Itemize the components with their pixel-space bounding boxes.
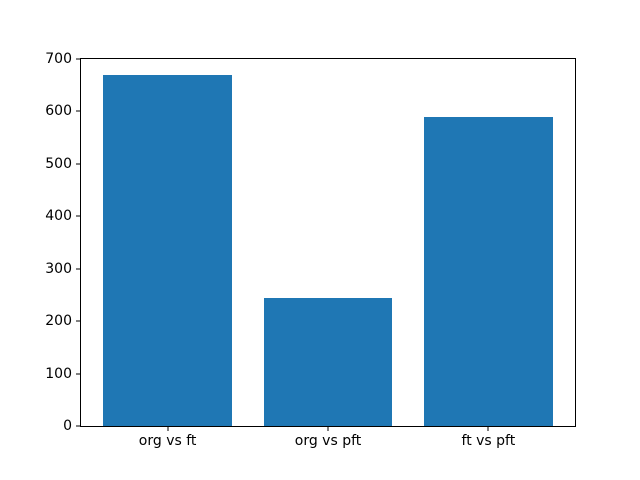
y-axis-tick <box>76 268 80 270</box>
x-axis-tick <box>327 427 329 431</box>
bar-org-vs-ft <box>103 74 232 426</box>
y-axis-tick <box>76 163 80 165</box>
bar-ft-vs-pft <box>424 116 553 426</box>
y-axis-tick-label: 400 <box>45 208 72 225</box>
x-axis-tick-label: org vs ft <box>138 433 197 449</box>
bar-org-vs-pft <box>263 297 393 426</box>
y-axis-tick <box>76 215 80 217</box>
y-axis-tick-label: 100 <box>45 365 72 382</box>
x-axis-tick <box>167 427 169 431</box>
y-axis-tick <box>76 373 80 375</box>
y-axis-tick-label: 500 <box>45 155 72 172</box>
y-axis-tick-label: 0 <box>63 418 72 434</box>
plot-area: org vs ft org vs pft ft vs pft 0 100 200 300 40… <box>45 52 576 448</box>
y-axis-tick <box>76 58 80 60</box>
y-axis-tick-label: 600 <box>45 103 72 120</box>
x-axis-tick <box>487 427 489 431</box>
x-axis-tick-label: ft vs pft <box>461 433 516 449</box>
x-axis-tick-label: org vs pft <box>294 433 362 449</box>
y-axis-tick-label: 200 <box>45 313 72 330</box>
y-axis-tick <box>76 320 80 322</box>
y-axis-tick <box>76 110 80 112</box>
y-axis-tick-label: 700 <box>45 51 72 67</box>
y-axis-tick <box>76 425 80 427</box>
y-axis-tick-label: 300 <box>45 260 72 277</box>
